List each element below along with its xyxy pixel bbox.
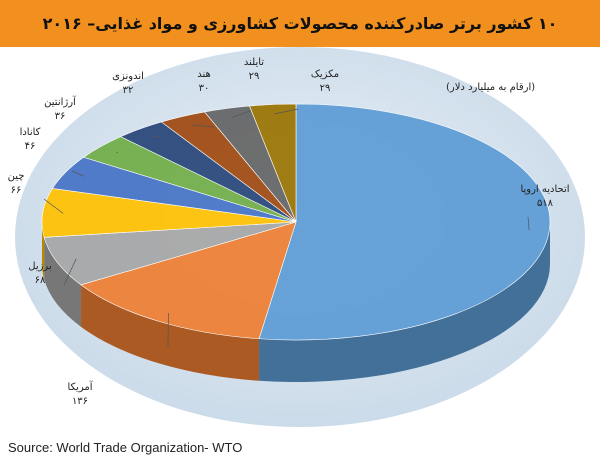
slice-9-label: تایلند bbox=[244, 57, 264, 68]
slice-3-side bbox=[44, 237, 82, 327]
slice-3-value-label: ۶۸ bbox=[35, 275, 46, 286]
units-note: (ارقام به میلیارد دلار) bbox=[446, 82, 536, 93]
pie-layer bbox=[41, 103, 551, 382]
slice-4-value-label: ۶۶ bbox=[11, 185, 22, 196]
slice-4 bbox=[41, 188, 297, 238]
slice-10-leader-line bbox=[274, 108, 299, 115]
slice-1-side bbox=[259, 222, 550, 382]
slice-5-value-label: ۴۶ bbox=[25, 141, 36, 152]
slice-3 bbox=[43, 221, 297, 286]
slice-9-leader-line bbox=[232, 110, 251, 118]
slice-4-leader-line bbox=[43, 198, 64, 214]
source-caption: Source: World Trade Organization- WTO bbox=[8, 440, 243, 455]
pie-chart: اتحادیه اروپا ۵۱۸ آمریکا ۱۳۶ برزیل ۶۸ چین ۶۶ کان… bbox=[8, 47, 585, 427]
slice-1-leader-line bbox=[527, 216, 530, 230]
slice-2 bbox=[80, 221, 297, 340]
slice-5-label: کانادا bbox=[20, 127, 41, 138]
slice-2-label: آمریکا bbox=[67, 380, 93, 393]
slice-3-label: برزیل bbox=[28, 261, 52, 272]
slice-1-value-label: ۵۱۸ bbox=[537, 198, 554, 209]
slice-4-label: چین bbox=[8, 171, 25, 182]
slice-10 bbox=[249, 103, 297, 223]
slice-8-label: هند bbox=[197, 69, 211, 80]
label-layer: اتحادیه اروپا ۵۱۸ آمریکا ۱۳۶ برزیل ۶۸ چین ۶۶ کان… bbox=[8, 57, 570, 407]
slice-5-leader-line bbox=[71, 170, 85, 177]
slice-6-leader-line bbox=[116, 152, 119, 154]
slice-7-value-label: ۳۲ bbox=[123, 85, 134, 96]
slice-3-leader-line bbox=[63, 258, 77, 286]
title-bar: ۱۰ کشور برتر صادرکننده محصولات کشاورزی و… bbox=[0, 0, 600, 47]
slice-10-value-label: ۲۹ bbox=[320, 83, 331, 94]
slice-9-value-label: ۲۹ bbox=[249, 71, 260, 82]
slice-8-value-label: ۳۰ bbox=[199, 83, 210, 94]
slice-1-label: اتحادیه اروپا bbox=[520, 184, 569, 195]
chart-title: ۱۰ کشور برتر صادرکننده محصولات کشاورزی و… bbox=[42, 14, 558, 33]
slice-6-value-label: ۳۶ bbox=[55, 111, 66, 122]
slice-2-value-label: ۱۳۶ bbox=[72, 396, 88, 407]
slice-8-leader-line bbox=[191, 124, 215, 128]
slice-2-side bbox=[81, 284, 260, 381]
slice-7-label: اندونزی bbox=[112, 71, 144, 82]
slice-6-label: آرژانتین bbox=[44, 95, 77, 108]
slice-7-leader-line bbox=[152, 135, 161, 138]
slice-10-label: مکزیک bbox=[311, 69, 339, 80]
slice-1 bbox=[258, 103, 551, 341]
